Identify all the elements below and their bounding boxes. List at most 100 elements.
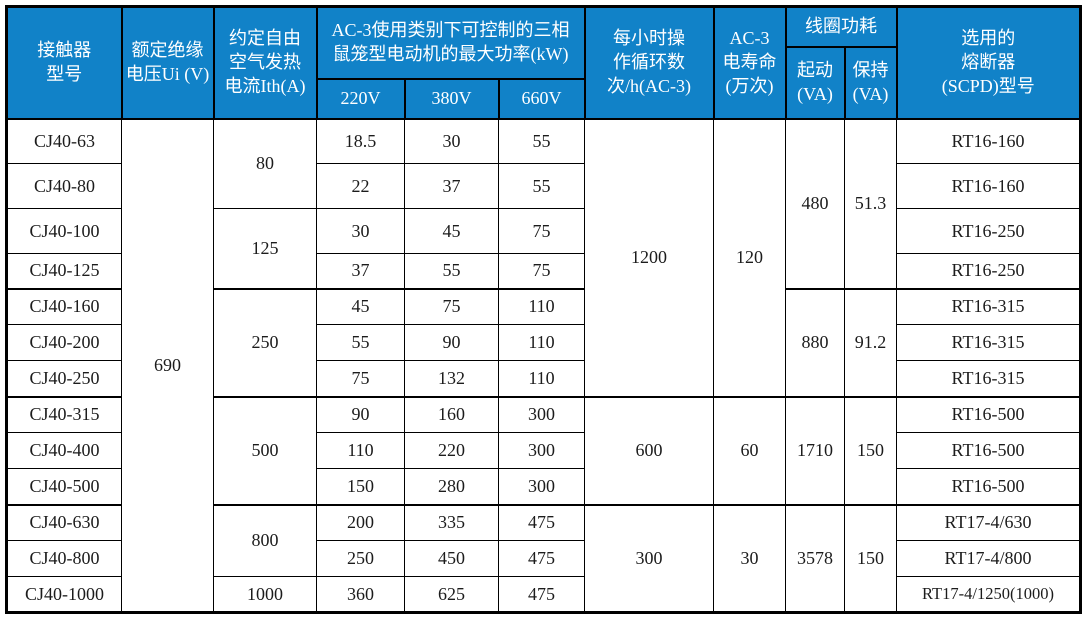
header-ac3-max-power: AC-3使用类别下可控制的三相 鼠笼型电动机的最大功率(kW): [315, 5, 586, 80]
cell-p660: 475: [497, 540, 586, 577]
cell-fuse: RT16-500: [896, 432, 1082, 469]
cell-cycles: 600: [584, 395, 715, 505]
cell-fuse: RT16-500: [896, 395, 1082, 433]
cell-p380: 280: [404, 468, 499, 505]
cell-p380: 30: [404, 117, 499, 164]
table-row: CJ40-315 500 90 160 300 600 60 1710 150 …: [6, 395, 1082, 505]
cell-cycles: 300: [584, 503, 715, 613]
cell-model: CJ40-100: [6, 208, 122, 254]
header-coil-hold: 保持 (VA): [843, 45, 898, 120]
table-row: CJ40-800 250 450 475 RT17-4/800: [6, 540, 1082, 577]
header-coil-start: 起动 (VA): [784, 45, 846, 120]
cell-ith: 250: [213, 287, 317, 397]
cell-fuse: RT17-4/1250(1000): [896, 576, 1082, 613]
cell-model: CJ40-630: [6, 503, 122, 541]
cell-p660: 110: [497, 324, 586, 361]
contactor-spec-table: 接触器 型号 额定绝缘 电压Ui (V) 约定自由 空气发热 电流Ith(A) …: [5, 5, 1083, 614]
header-380v: 380V: [403, 77, 500, 120]
cell-fuse: RT16-500: [896, 468, 1082, 505]
cell-p660: 110: [497, 360, 586, 397]
cell-p380: 160: [404, 395, 499, 433]
cell-p220: 110: [316, 432, 405, 469]
cell-model: CJ40-250: [6, 360, 122, 397]
table-row: CJ40-160 250 45 75 110 880 91.2 RT16-315: [6, 287, 1082, 397]
table-header: 接触器 型号 额定绝缘 电压Ui (V) 约定自由 空气发热 电流Ith(A) …: [5, 5, 1082, 120]
cell-p220: 200: [316, 503, 405, 541]
cell-life: 60: [713, 395, 787, 505]
cell-model: CJ40-63: [6, 117, 122, 164]
cell-p380: 75: [404, 287, 499, 325]
cell-model: CJ40-160: [6, 287, 122, 325]
table-row: CJ40-63 690 80 18.5 30 55 1200 120 480 5…: [6, 117, 1082, 613]
cell-fuse: RT16-250: [896, 208, 1082, 254]
table-row: CJ40-200 55 90 110 RT16-315: [6, 324, 1082, 361]
table-row: CJ40-125 37 55 75 RT16-250: [6, 253, 1082, 289]
cell-fuse: RT16-160: [896, 163, 1082, 209]
cell-p380: 450: [404, 540, 499, 577]
table-row: CJ40-80 22 37 55 RT16-160: [6, 163, 1082, 209]
header-insulation-voltage: 额定绝缘 电压Ui (V): [120, 5, 215, 120]
header-ac3-life: AC-3 电寿命 (万次): [712, 5, 787, 120]
cell-p380: 55: [404, 253, 499, 289]
table-row: CJ40-400 110 220 300 RT16-500: [6, 432, 1082, 469]
cell-fuse: RT17-4/630: [896, 503, 1082, 541]
cell-p660: 75: [497, 208, 586, 254]
table-row: CJ40-630 800 200 335 475 300 30 3578 150…: [6, 503, 1082, 613]
cell-ith: 800: [213, 503, 317, 577]
cell-coil-hold: 91.2: [844, 287, 898, 397]
cell-coil-hold: 150: [844, 395, 898, 505]
cell-p220: 250: [316, 540, 405, 577]
cell-model: CJ40-400: [6, 432, 122, 469]
cell-coil-start: 480: [785, 117, 846, 289]
cell-model: CJ40-200: [6, 324, 122, 361]
cell-p660: 55: [497, 117, 586, 164]
cell-ith: 1000: [213, 576, 317, 613]
cell-model: CJ40-315: [6, 395, 122, 433]
cell-fuse: RT16-315: [896, 324, 1082, 361]
table-body: CJ40-63 690 80 18.5 30 55 1200 120 480 5…: [6, 117, 1082, 613]
cell-p380: 220: [404, 432, 499, 469]
table-row: CJ40-250 75 132 110 RT16-315: [6, 360, 1082, 397]
cell-p660: 475: [497, 576, 586, 613]
cell-p380: 37: [404, 163, 499, 209]
cell-p660: 300: [497, 395, 586, 433]
cell-p220: 45: [316, 287, 405, 325]
cell-p220: 360: [316, 576, 405, 613]
cell-fuse: RT16-315: [896, 287, 1082, 325]
cell-fuse: RT17-4/800: [896, 540, 1082, 577]
cell-ith: 80: [213, 117, 317, 209]
header-op-cycles: 每小时操 作循环数 次/h(AC-3): [583, 5, 715, 120]
cell-p380: 335: [404, 503, 499, 541]
cell-p660: 300: [497, 432, 586, 469]
cell-model: CJ40-125: [6, 253, 122, 289]
cell-p660: 110: [497, 287, 586, 325]
cell-life: 120: [713, 117, 787, 397]
cell-insulation-voltage: 690: [121, 117, 214, 613]
cell-coil-start: 1710: [785, 395, 846, 505]
cell-fuse: RT16-315: [896, 360, 1082, 397]
table-row: CJ40-100 125 30 45 75 RT16-250: [6, 208, 1082, 289]
table-row: CJ40-1000 1000 360 625 475 RT17-4/1250(1…: [6, 576, 1082, 613]
cell-p220: 55: [316, 324, 405, 361]
header-coil-power: 线圈功耗: [784, 5, 898, 48]
cell-ith: 500: [213, 395, 317, 505]
cell-p220: 18.5: [316, 117, 405, 164]
cell-model: CJ40-800: [6, 540, 122, 577]
cell-coil-start: 880: [785, 287, 846, 397]
cell-p660: 300: [497, 468, 586, 505]
cell-coil-start: 3578: [785, 503, 846, 613]
cell-fuse: RT16-250: [896, 253, 1082, 289]
header-thermal-current: 约定自由 空气发热 电流Ith(A): [212, 5, 318, 120]
cell-model: CJ40-500: [6, 468, 122, 505]
cell-life: 30: [713, 503, 787, 613]
cell-fuse: RT16-160: [896, 117, 1082, 164]
cell-p380: 625: [404, 576, 499, 613]
cell-p220: 75: [316, 360, 405, 397]
cell-p660: 75: [497, 253, 586, 289]
cell-p660: 55: [497, 163, 586, 209]
cell-coil-hold: 150: [844, 503, 898, 613]
cell-model: CJ40-80: [6, 163, 122, 209]
cell-p220: 30: [316, 208, 405, 254]
header-220v: 220V: [315, 77, 406, 120]
cell-coil-hold: 51.3: [844, 117, 898, 289]
